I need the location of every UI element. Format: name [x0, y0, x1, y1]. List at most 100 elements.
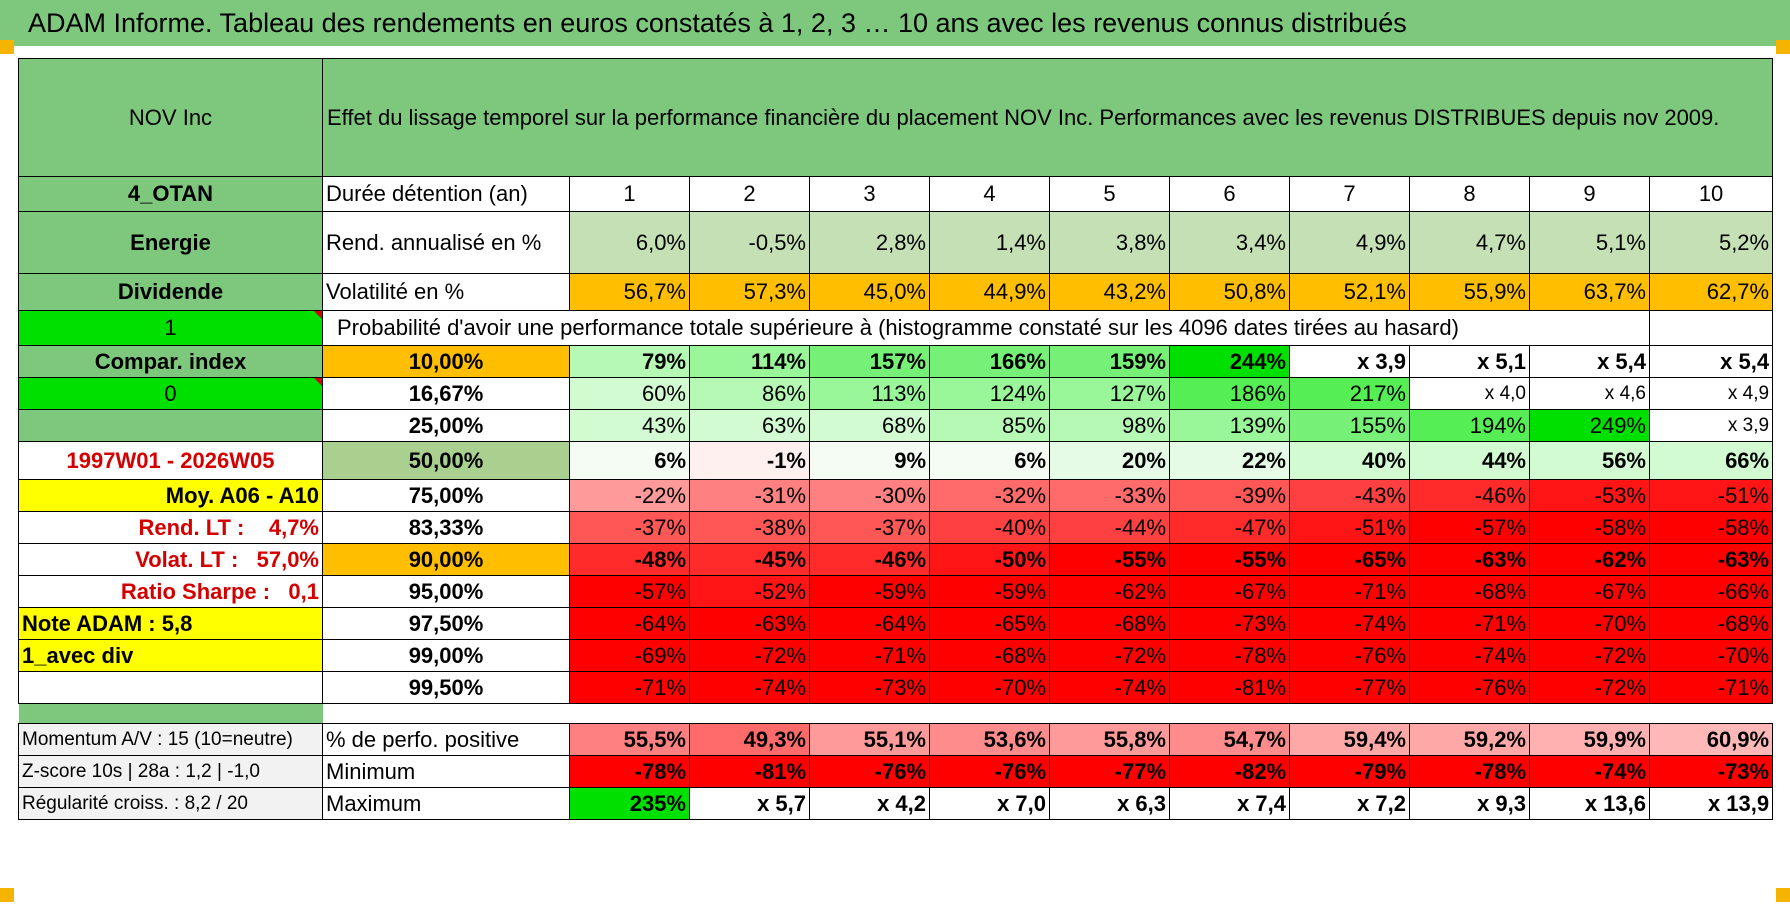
year-header: 2 [689, 176, 810, 212]
prob-cell: -68% [1648, 607, 1774, 640]
prob-cell: 155% [1289, 409, 1410, 442]
fund-code: 4_OTAN [18, 176, 323, 212]
prob-cell: -63% [1409, 543, 1530, 576]
prob-cell: 194% [1409, 409, 1530, 442]
vol-cell: 62,7% [1648, 273, 1774, 311]
prob-cell: 127% [1049, 377, 1170, 410]
one-flag: 1 [18, 310, 323, 346]
prob-cell: -1% [689, 441, 810, 480]
prob-cell: -32% [929, 479, 1050, 512]
stat-cell: x 4,2 [809, 787, 930, 820]
threshold-cell: 16,67% [322, 377, 570, 410]
stat-cell: -73% [1648, 755, 1774, 788]
prob-cell: -51% [1648, 479, 1774, 512]
rend-cell: 2,8% [809, 211, 930, 274]
prob-cell: -44% [1049, 511, 1170, 544]
prob-cell: 139% [1169, 409, 1290, 442]
threshold-cell: 95,00% [322, 575, 570, 608]
prob-cell: -72% [1049, 639, 1170, 672]
rend-cell: 5,1% [1529, 211, 1650, 274]
prob-cell: -73% [1169, 607, 1290, 640]
report-banner: ADAM Informe. Tableau des rendements en … [0, 0, 1790, 46]
stat-cell: 49,3% [689, 723, 810, 756]
prob-cell: -53% [1529, 479, 1650, 512]
year-header: 8 [1409, 176, 1530, 212]
prob-cell: 159% [1049, 345, 1170, 378]
stat-cell: 59,4% [1289, 723, 1410, 756]
stat-cell: 59,2% [1409, 723, 1530, 756]
volat-lt-label: Volat. LT : 57,0% [18, 543, 323, 576]
year-header: 4 [929, 176, 1050, 212]
prob-cell: -71% [1289, 575, 1410, 608]
prob-cell: 56% [1529, 441, 1650, 480]
prob-cell: -63% [689, 607, 810, 640]
zero-flag: 0 [18, 377, 323, 410]
prob-cell: -63% [1648, 543, 1774, 576]
performance-table: NOV Inc Effet du lissage temporel sur la… [18, 58, 1774, 820]
prob-row: 25,00% 43% 63% 68% 85% 98% 139% 155% 194% 249% x 3… [18, 409, 1774, 442]
rend-cell: 3,8% [1049, 211, 1170, 274]
year-header: 1 [569, 176, 690, 212]
separator-cell [323, 704, 1773, 724]
prob-cell: -22% [569, 479, 690, 512]
prob-cell: -72% [1529, 639, 1650, 672]
threshold-cell: 99,50% [322, 671, 570, 704]
rend-lt-value: 4,7% [268, 514, 319, 540]
prob-cell: -62% [1529, 543, 1650, 576]
vol-cell: 55,9% [1409, 273, 1530, 311]
year-header: 9 [1529, 176, 1650, 212]
prob-cell: -55% [1049, 543, 1170, 576]
prob-cell: -78% [1169, 639, 1290, 672]
prob-cell: x 5,4 [1529, 345, 1650, 378]
stat-cell: -81% [689, 755, 810, 788]
vol-cell: 43,2% [1049, 273, 1170, 311]
prob-cell: -68% [929, 639, 1050, 672]
prob-cell: 40% [1289, 441, 1410, 480]
corner-marker [1776, 40, 1790, 54]
prob-cell: -47% [1169, 511, 1290, 544]
prob-cell: -68% [1049, 607, 1170, 640]
prob-row: 99,50% -71% -74% -73% -70% -74% -81% -77% -76% -7… [18, 671, 1774, 704]
prob-cell: x 5,1 [1409, 345, 1530, 378]
prob-row: Ratio Sharpe : 0,1 95,00% -57% -52% -59% -59%… [18, 575, 1774, 608]
stat-cell: x 13,6 [1529, 787, 1650, 820]
stat-cell: x 9,3 [1409, 787, 1530, 820]
prob-cell: 85% [929, 409, 1050, 442]
prob-cell: -76% [1409, 671, 1530, 704]
prob-cell: -45% [689, 543, 810, 576]
moy-label: Moy. A06 - A10 [18, 479, 323, 512]
prob-cell: 60% [569, 377, 690, 410]
threshold-cell: 83,33% [322, 511, 570, 544]
prob-cell: -73% [809, 671, 930, 704]
prob-cell: -65% [1289, 543, 1410, 576]
stats-row: Régularité croiss. : 8,2 / 20 Maximum 235%… [18, 787, 1774, 820]
vol-cell: 63,7% [1529, 273, 1650, 311]
prob-cell: 79% [569, 345, 690, 378]
stat-cell: -77% [1049, 755, 1170, 788]
prob-cell: -50% [929, 543, 1050, 576]
prob-cell: -67% [1529, 575, 1650, 608]
prob-cell: -46% [1409, 479, 1530, 512]
prob-cell: 157% [809, 345, 930, 378]
threshold-cell: 90,00% [322, 543, 570, 576]
prob-cell: -74% [1289, 607, 1410, 640]
prob-cell: 244% [1169, 345, 1290, 378]
table-description: Effet du lissage temporel sur la perform… [321, 58, 1774, 177]
prob-cell: -71% [1648, 671, 1774, 704]
stat-cell: 235% [569, 787, 690, 820]
prob-row: 1_avec div 99,00% -69% -72% -71% -68% -72% -78%… [18, 639, 1774, 672]
rend-cell: 5,2% [1648, 211, 1774, 274]
stat-cell: 60,9% [1648, 723, 1774, 756]
year-header: 10 [1648, 176, 1774, 212]
threshold-cell: 75,00% [322, 479, 570, 512]
prob-cell: -38% [689, 511, 810, 544]
vol-cell: 52,1% [1289, 273, 1410, 311]
stats-row: Momentum A/V : 15 (10=neutre)% de perfo.… [18, 723, 1774, 756]
prob-row: Note ADAM : 5,8 97,50% -64% -63% -64% -65% -68… [18, 607, 1774, 640]
prob-cell: -37% [809, 511, 930, 544]
prob-cell: -57% [569, 575, 690, 608]
threshold-cell: 10,00% [322, 345, 570, 378]
stat-cell: x 5,7 [689, 787, 810, 820]
stat-cell: x 6,3 [1049, 787, 1170, 820]
prob-cell: -69% [569, 639, 690, 672]
